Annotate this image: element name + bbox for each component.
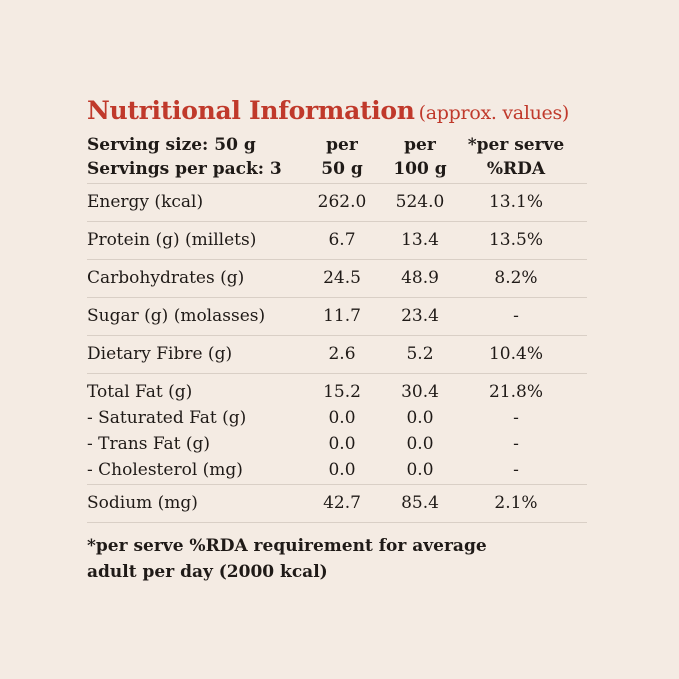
nutrient-label: - Cholesterol (mg) bbox=[87, 460, 243, 480]
panel-title: Nutritional Information (approx. values) bbox=[87, 96, 587, 125]
value-per-50g: 24.5 bbox=[323, 268, 361, 288]
value-rda: 2.1% bbox=[494, 493, 538, 513]
value-per-100g: 85.4 bbox=[401, 493, 439, 513]
nutrient-label: Protein (g) (millets) bbox=[87, 230, 257, 250]
value-rda: 13.1% bbox=[488, 192, 543, 212]
value-per-100g: 23.4 bbox=[401, 306, 439, 326]
table-header: Serving size: 50 g Servings per pack: 3 … bbox=[87, 133, 587, 183]
value-rda: - bbox=[513, 434, 519, 454]
fat-group: Total Fat (g) 15.2 30.4 21.8% - Saturated Fa… bbox=[87, 373, 587, 484]
value-per-50g: 11.7 bbox=[323, 306, 361, 326]
nutrient-label: Sugar (g) (molasses) bbox=[87, 306, 266, 326]
value-per-100g: 13.4 bbox=[401, 230, 439, 250]
servings-per-pack: Servings per pack: 3 bbox=[87, 159, 282, 179]
value-rda: - bbox=[513, 408, 519, 428]
col-header-line: per bbox=[404, 135, 436, 155]
value-rda: 21.8% bbox=[488, 382, 543, 402]
col-header-line: 100 g bbox=[393, 159, 447, 179]
value-rda: - bbox=[513, 460, 519, 480]
value-per-100g: 0.0 bbox=[406, 434, 434, 454]
col-header-line: per bbox=[326, 135, 358, 155]
value-per-50g: 42.7 bbox=[323, 493, 361, 513]
value-per-50g: 15.2 bbox=[323, 382, 361, 402]
col-header-per-100g: per 100 g bbox=[385, 133, 455, 181]
value-per-100g: 0.0 bbox=[406, 408, 434, 428]
value-per-100g: 5.2 bbox=[406, 344, 434, 364]
subtitle-text: (approx. values) bbox=[418, 102, 570, 124]
serving-size: Serving size: 50 g bbox=[87, 135, 256, 155]
title-text: Nutritional Information bbox=[87, 96, 415, 125]
nutrient-label: Dietary Fibre (g) bbox=[87, 344, 233, 364]
col-header-rda: *per serve %RDA bbox=[467, 133, 565, 181]
nutrient-label: Carbohydrates (g) bbox=[87, 268, 245, 288]
table-row: Carbohydrates (g) 24.5 48.9 8.2% bbox=[87, 259, 587, 297]
nutrient-label: - Saturated Fat (g) bbox=[87, 408, 247, 428]
footnote-line: adult per day (2000 kcal) bbox=[87, 562, 328, 582]
value-per-50g: 0.0 bbox=[328, 408, 356, 428]
nutrient-label: Total Fat (g) bbox=[87, 382, 193, 402]
table-row: Sodium (mg) 42.7 85.4 2.1% bbox=[87, 484, 587, 523]
value-per-100g: 0.0 bbox=[406, 460, 434, 480]
value-rda: 8.2% bbox=[494, 268, 538, 288]
col-header-line: %RDA bbox=[486, 159, 546, 179]
col-header-line: 50 g bbox=[321, 159, 363, 179]
nutrient-label: Sodium (mg) bbox=[87, 493, 198, 513]
value-per-100g: 48.9 bbox=[401, 268, 439, 288]
value-per-50g: 6.7 bbox=[328, 230, 356, 250]
value-per-50g: 262.0 bbox=[317, 192, 367, 212]
footnote: *per serve %RDA requirement for average … bbox=[87, 533, 587, 585]
value-rda: 13.5% bbox=[488, 230, 543, 250]
value-rda: - bbox=[513, 306, 519, 326]
table-row: Sugar (g) (molasses) 11.7 23.4 - bbox=[87, 297, 587, 335]
col-header-line: *per serve bbox=[467, 135, 565, 155]
table-row: Energy (kcal) 262.0 524.0 13.1% bbox=[87, 183, 587, 221]
value-rda: 10.4% bbox=[488, 344, 543, 364]
nutrient-label: Energy (kcal) bbox=[87, 192, 204, 212]
nutrient-label: - Trans Fat (g) bbox=[87, 434, 210, 454]
value-per-100g: 30.4 bbox=[401, 382, 439, 402]
value-per-100g: 524.0 bbox=[395, 192, 445, 212]
value-per-50g: 2.6 bbox=[328, 344, 356, 364]
value-per-50g: 0.0 bbox=[328, 434, 356, 454]
table-row: Dietary Fibre (g) 2.6 5.2 10.4% bbox=[87, 335, 587, 373]
nutrition-panel: Nutritional Information (approx. values) … bbox=[87, 96, 587, 585]
col-header-per-50g: per 50 g bbox=[307, 133, 377, 181]
serving-info: Serving size: 50 g Servings per pack: 3 bbox=[87, 133, 282, 181]
table-row: Protein (g) (millets) 6.7 13.4 13.5% bbox=[87, 221, 587, 259]
footnote-line: *per serve %RDA requirement for average bbox=[87, 536, 487, 556]
value-per-50g: 0.0 bbox=[328, 460, 356, 480]
